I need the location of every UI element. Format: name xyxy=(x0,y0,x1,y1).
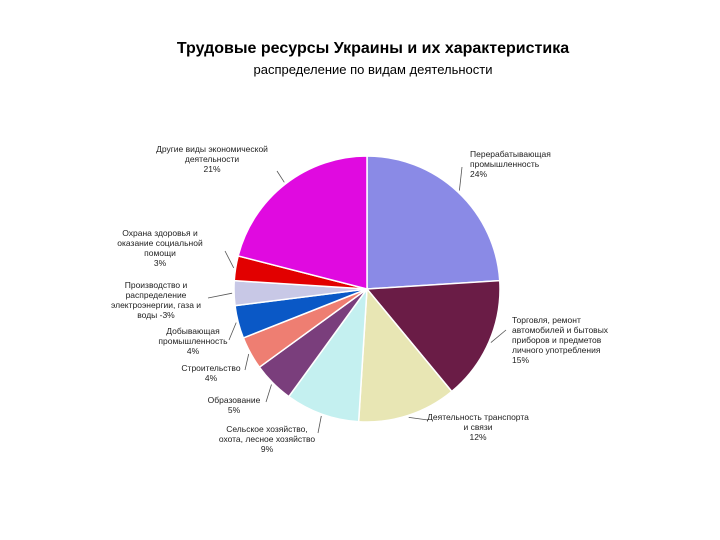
slice-label: Деятельность транспорта и связи 12% xyxy=(427,412,529,442)
slice-label: Строительство 4% xyxy=(181,363,240,383)
leader-line xyxy=(490,329,507,343)
slice-label: Сельское хозяйство, охота, лесное хозяйст… xyxy=(219,424,316,454)
chart-title: Трудовые ресурсы Украины и их характерис… xyxy=(176,40,570,57)
chart-subtitle: распределение по видам деятельности xyxy=(253,62,493,77)
pie-slice xyxy=(357,287,453,423)
slice-label: Производство и распределение электроэнерги… xyxy=(111,280,201,320)
leader-line xyxy=(244,353,250,371)
leader-line xyxy=(459,166,463,191)
slice-label: Торговля, ремонт автомобилей и бытовых при… xyxy=(512,315,609,365)
pie-slice xyxy=(365,279,501,393)
slice-label: Другие виды экономической деятельности 21% xyxy=(156,144,268,174)
pie-slice xyxy=(237,155,368,290)
leader-line xyxy=(408,417,429,421)
leader-line xyxy=(317,415,322,434)
leader-line xyxy=(228,322,237,341)
slice-label: Образование 5% xyxy=(208,395,261,415)
pie-slice xyxy=(366,155,501,290)
slice-label: Охрана здоровья и оказание социальной помо… xyxy=(117,228,203,268)
leader-line xyxy=(265,384,272,403)
slice-label: Перерабатывающая промышленность 24% xyxy=(470,149,551,179)
slice-label: Добывающая промышленность 4% xyxy=(158,326,228,356)
leader-line xyxy=(207,292,233,299)
leader-line xyxy=(276,170,285,183)
leader-line xyxy=(224,250,235,269)
